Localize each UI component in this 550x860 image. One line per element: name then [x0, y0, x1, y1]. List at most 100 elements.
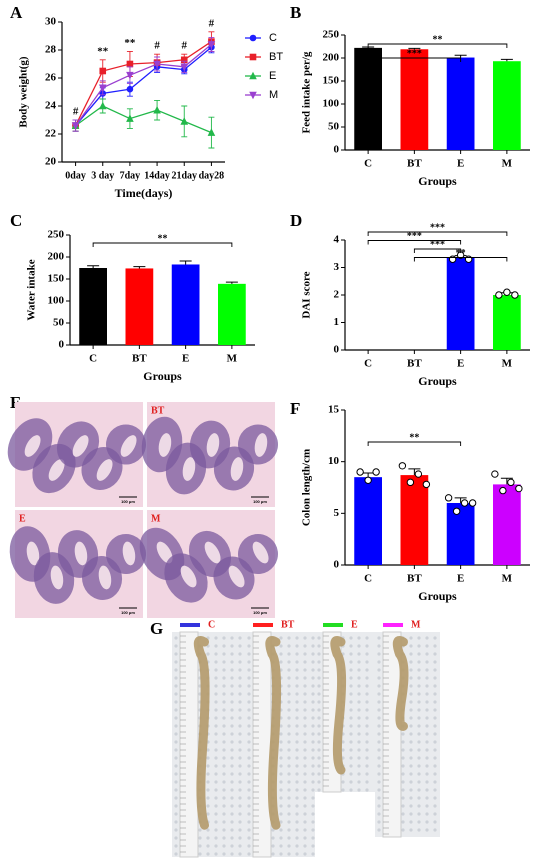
photo-texture: [287, 732, 291, 736]
photo-texture: [365, 700, 369, 704]
photo-texture: [357, 668, 361, 672]
photo-texture: [214, 756, 218, 760]
photo-texture: [214, 644, 218, 648]
photo-texture: [174, 684, 178, 688]
y-tick-label: 26: [45, 72, 57, 84]
data-point: [495, 291, 503, 299]
photo-texture: [357, 740, 361, 744]
photo-texture: [365, 740, 369, 744]
bar: [79, 268, 107, 345]
data-point: [414, 470, 423, 478]
photo-texture: [377, 700, 381, 704]
significance-bracket: [367, 43, 508, 48]
photo-texture: [295, 756, 299, 760]
photo-texture: [409, 732, 413, 736]
photo-texture: [341, 780, 345, 784]
photo-texture: [311, 636, 315, 640]
tissue-lumen: [156, 541, 173, 564]
photo-texture: [295, 780, 299, 784]
photo-texture: [214, 700, 218, 704]
photo-texture: [279, 724, 283, 728]
photo-texture: [214, 772, 218, 776]
photo-texture: [425, 692, 429, 696]
photo-texture: [303, 724, 307, 728]
photo-texture: [341, 788, 345, 792]
photo-texture: [295, 828, 299, 832]
photo-texture: [311, 708, 315, 712]
photo-texture: [377, 748, 381, 752]
legend-label: C: [269, 32, 277, 44]
photo-texture: [174, 692, 178, 696]
photo-texture: [311, 692, 315, 696]
photo-texture: [214, 820, 218, 824]
y-tick-label: 200: [48, 251, 65, 263]
photo-texture: [295, 820, 299, 824]
bar: [354, 47, 382, 150]
photo-texture: [238, 676, 242, 680]
photo-texture: [247, 764, 251, 768]
photo-texture: [287, 636, 291, 640]
photo-texture: [357, 684, 361, 688]
photo-texture: [287, 764, 291, 768]
legend-label: E: [269, 70, 276, 82]
photo-texture: [311, 668, 315, 672]
photo-texture: [365, 684, 369, 688]
photo-texture: [247, 812, 251, 816]
legend-marker: [249, 53, 257, 61]
photo-texture: [206, 852, 210, 856]
photo-texture: [311, 796, 315, 800]
photo-texture: [295, 772, 299, 776]
photo-texture: [198, 852, 202, 856]
photo-texture: [349, 684, 353, 688]
photo-texture: [198, 844, 202, 848]
bar: [125, 268, 154, 345]
photo-texture: [425, 636, 429, 640]
photo-texture: [230, 660, 234, 664]
data-point: [364, 476, 372, 484]
photo-texture: [433, 676, 437, 680]
photo-texture: [247, 772, 251, 776]
photo-texture: [238, 668, 242, 672]
photo-texture: [214, 708, 218, 712]
panel-label: F: [290, 399, 300, 418]
marker: [180, 63, 189, 72]
photo-texture: [409, 780, 413, 784]
photo-texture: [311, 852, 315, 856]
error-bar: [500, 58, 513, 62]
photo-texture: [311, 724, 315, 728]
photo-texture: [206, 764, 210, 768]
legend-marker: [249, 71, 257, 80]
photo-texture: [357, 732, 361, 736]
legend-marker: [249, 34, 257, 42]
y-tick-label: 15: [328, 404, 340, 416]
photo-texture: [357, 708, 361, 712]
photo-texture: [433, 716, 437, 720]
photo-texture: [409, 724, 413, 728]
photo-texture: [357, 724, 361, 728]
y-axis-label: Feed intake per/g: [301, 51, 313, 133]
photo-texture: [303, 732, 307, 736]
data-point: [356, 468, 364, 476]
group-swatch: [253, 623, 273, 627]
photo-texture: [401, 772, 405, 776]
photo-texture: [295, 692, 299, 696]
photo-texture: [279, 756, 283, 760]
photo-texture: [238, 652, 242, 656]
photo-texture: [230, 644, 234, 648]
error-bar: [87, 265, 100, 268]
x-tick-label: 0day: [65, 170, 86, 181]
photo-texture: [287, 828, 291, 832]
photo-texture: [409, 668, 413, 672]
photo-texture: [230, 764, 234, 768]
photo-texture: [401, 764, 405, 768]
y-tick-label: 20: [45, 156, 57, 168]
data-point: [460, 499, 469, 507]
tissue-lumen: [24, 435, 41, 457]
tissue-lumen: [96, 459, 113, 481]
photo-texture: [222, 708, 226, 712]
y-tick-label: 0: [334, 344, 340, 356]
panel-label: A: [10, 3, 23, 22]
photo-texture: [279, 796, 283, 800]
y-tick-label: 3: [334, 261, 340, 273]
photo-texture: [303, 668, 307, 672]
